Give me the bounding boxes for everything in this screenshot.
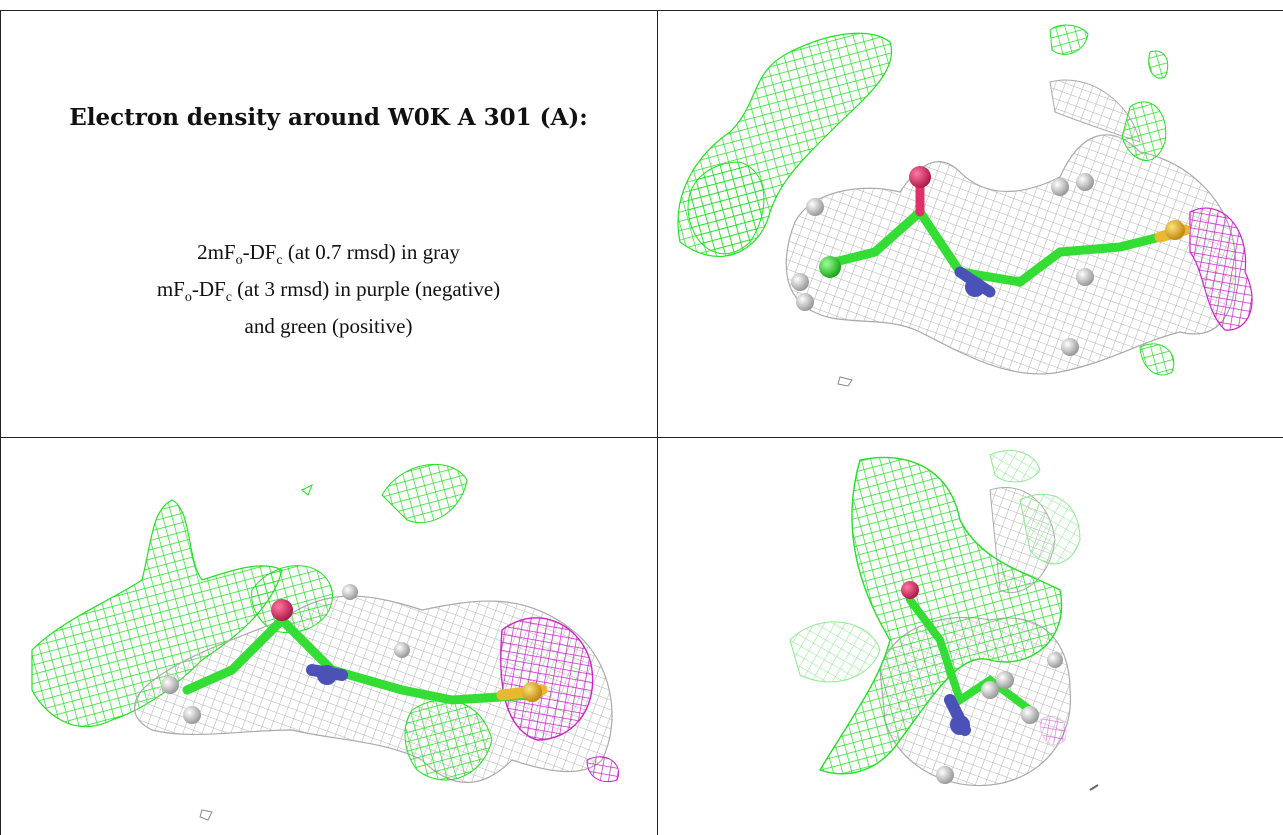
density-view-2 [31,464,620,821]
negative-density [1189,207,1253,331]
center-divider [657,10,658,835]
caption-line-2: mFo-DFc (at 3 rmsd) in purple (negative) [156,277,501,306]
oxygen-atom [901,581,919,599]
negative-density [1039,715,1067,746]
nitrogen-atom [965,277,985,297]
caption-cell: Electron density around W0K A 301 (A): 2… [0,10,657,437]
left-border [0,10,1,835]
sulfur-atom [1165,220,1185,240]
positive-density-arm [818,456,1063,775]
negative-density [500,617,594,741]
oxygen-atom [909,166,931,188]
sulfur-atom [522,682,542,702]
positive-density-blob [1049,24,1089,55]
middle-border [0,437,1283,438]
caption-line-3: and green (positive) [244,314,413,339]
caption-text: 2mFo-DFc (at 0.7 rmsd) in gray mFo-DFc (… [0,238,657,341]
top-border [0,10,1283,11]
oxygen-atom [271,599,293,621]
positive-density-arm [31,499,283,728]
nitrogen-atom [317,665,337,685]
density-view-1 [677,24,1253,387]
nitrogen-atom [950,715,970,735]
caption-title: Electron density around W0K A 301 (A): [69,104,588,131]
caption-line-1: 2mFo-DFc (at 0.7 rmsd) in gray [197,240,460,269]
density-view-3 [789,449,1099,791]
